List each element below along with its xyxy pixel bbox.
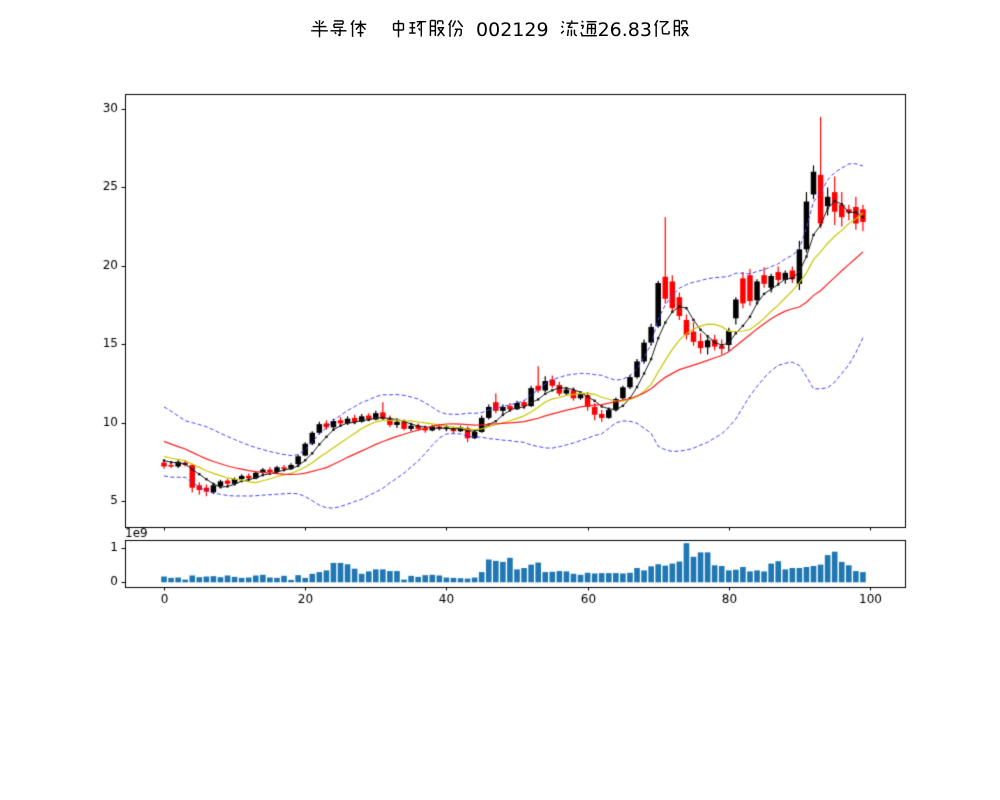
- title-text: 002129: [476, 19, 549, 41]
- cjk-glyph: [448, 19, 464, 37]
- cjk-glyph: [409, 20, 427, 37]
- cjk-glyph: [350, 19, 367, 37]
- cjk-glyph: [330, 20, 347, 37]
- cjk-glyph: [392, 20, 405, 38]
- title-text: 26.83: [597, 19, 652, 41]
- cjk-glyph: [579, 20, 597, 37]
- cjk-glyph: [560, 20, 578, 37]
- cjk-glyph: [673, 19, 690, 37]
- cjk-glyph: [429, 19, 446, 37]
- cjk-glyph: [311, 20, 328, 38]
- chart-title: 002129 26.83: [0, 19, 1000, 41]
- cjk-glyph: [654, 19, 670, 37]
